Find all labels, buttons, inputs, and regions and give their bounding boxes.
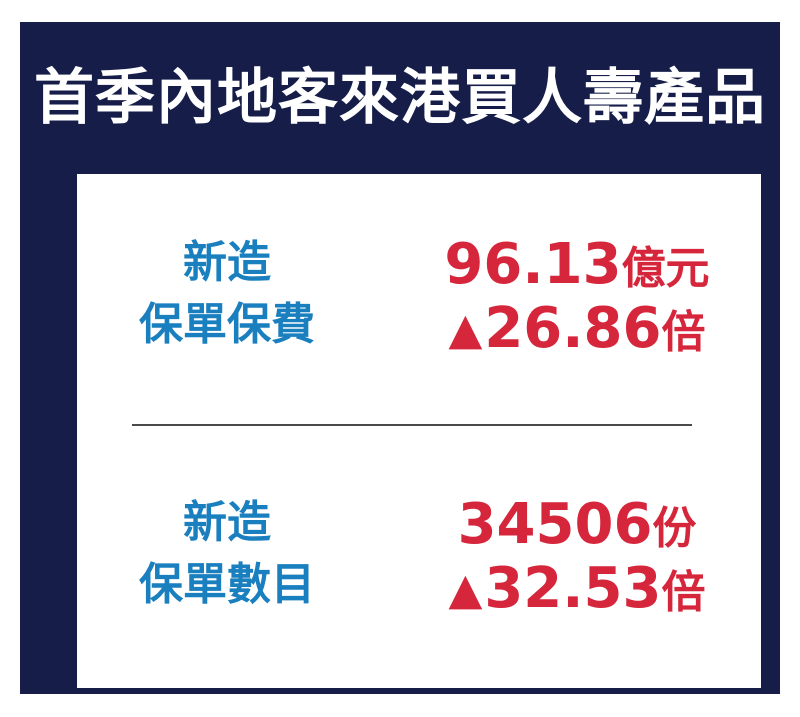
up-triangle-icon: ▲ [448, 564, 483, 615]
stat-label-line2: 保單數目 [139, 559, 315, 610]
stat-change-policies: ▲32.53倍 [397, 556, 757, 626]
stat-change-number: 32.53 [484, 556, 662, 621]
stat-label-premium: 新造 保單保費 [77, 232, 377, 356]
infographic-frame: 首季內地客來港買人壽產品 新造 保單保費 96.13億元 ▲26.86倍 新造 … [20, 22, 780, 694]
stat-change-number: 26.86 [484, 296, 662, 361]
stat-row-premium: 新造 保單保費 96.13億元 ▲26.86倍 [77, 232, 761, 382]
stat-value-number: 96.13 [444, 232, 622, 297]
stats-panel: 新造 保單保費 96.13億元 ▲26.86倍 新造 保單數目 34506份 ▲… [77, 174, 761, 688]
stat-change-premium: ▲26.86倍 [397, 296, 757, 366]
stat-value-number: 34506 [457, 492, 653, 557]
stat-label-line1: 新造 [183, 497, 271, 548]
stat-value-policies: 34506份 [397, 492, 757, 562]
stat-change-unit: 倍 [661, 307, 706, 358]
infographic-title: 首季內地客來港買人壽產品 [34, 63, 766, 133]
stat-value-unit: 億元 [621, 243, 710, 294]
stat-value-premium: 96.13億元 [397, 232, 757, 302]
stat-label-line2: 保單保費 [139, 299, 315, 350]
up-triangle-icon: ▲ [448, 304, 483, 355]
stat-change-unit: 倍 [661, 567, 706, 618]
stat-row-policies: 新造 保單數目 34506份 ▲32.53倍 [77, 492, 761, 642]
divider-line [132, 424, 692, 426]
stat-value-unit: 份 [652, 503, 697, 554]
stat-label-policies: 新造 保單數目 [77, 492, 377, 616]
stat-label-line1: 新造 [183, 237, 271, 288]
